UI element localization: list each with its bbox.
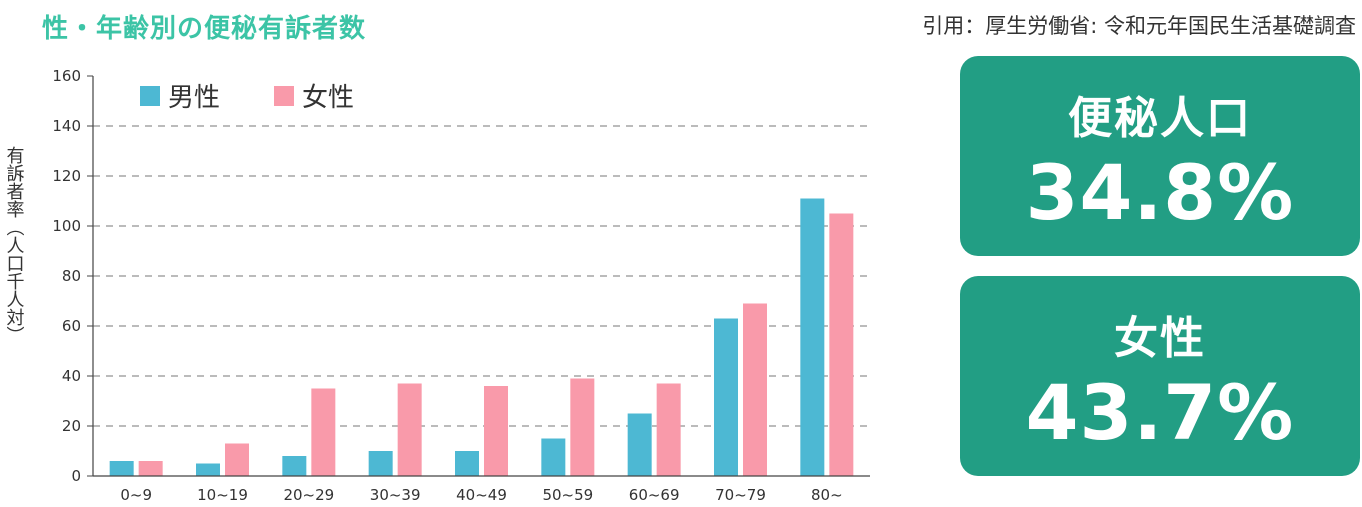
legend-label-male: 男性 [168, 83, 220, 113]
bar-male-3 [368, 451, 393, 476]
bar-female-6 [656, 383, 681, 476]
bar-female-3 [397, 383, 422, 476]
legend-swatch-male [140, 86, 160, 106]
y-tick-label: 40 [62, 367, 81, 385]
stat-card-female: 女性 43.7% [960, 276, 1360, 476]
legend-label-female: 女性 [302, 83, 354, 113]
bar-female-4 [484, 386, 508, 476]
legend-swatch-female [274, 86, 294, 106]
x-axis: 0~9 10~19 20~29 30~39 40~49 50~59 60~69 70~79 80… [93, 475, 870, 504]
y-tick-label: 160 [52, 67, 81, 85]
y-tick-label: 80 [62, 267, 81, 285]
y-axis: 0 20 40 60 80 100 120 140 160 [52, 67, 94, 485]
x-tick-label: 30~39 [370, 486, 421, 504]
bar-male-5 [541, 438, 566, 476]
y-tick-label: 100 [52, 217, 81, 235]
stat-value: 34.8% [1025, 148, 1295, 237]
bar-female-8 [829, 213, 854, 476]
bar-male-2 [282, 456, 307, 476]
x-tick-label: 70~79 [715, 486, 766, 504]
x-tick-label: 0~9 [120, 486, 152, 504]
source-citation: 引用：厚生労働省: 令和元年国民生活基礎調査 [922, 14, 1356, 38]
page-title: 性・年齢別の便秘有訴者数 [42, 14, 367, 44]
legend: 男性 女性 [140, 83, 354, 113]
x-tick-label: 80~ [811, 486, 843, 504]
bar-male-0 [109, 461, 134, 476]
bars [109, 198, 854, 476]
bar-female-1 [225, 443, 249, 476]
bar-female-7 [743, 303, 767, 476]
bar-male-1 [196, 463, 220, 476]
x-tick-label: 40~49 [456, 486, 507, 504]
y-tick-label: 140 [52, 117, 81, 135]
y-tick-label: 20 [62, 417, 81, 435]
x-tick-label: 50~59 [542, 486, 593, 504]
bar-female-2 [311, 388, 336, 476]
y-axis-label: 有訴者率（人口千人対） [4, 146, 25, 344]
bar-male-6 [627, 413, 652, 476]
x-tick-label: 20~29 [283, 486, 334, 504]
bar-chart: 0 20 40 60 80 100 120 140 160 0~9 10~19 20~29 30~39… [4, 67, 870, 504]
stat-label: 女性 [1114, 313, 1206, 364]
stat-card-constipation-population: 便秘人口 34.8% [960, 56, 1360, 256]
y-tick-label: 120 [52, 167, 81, 185]
bar-male-4 [455, 451, 479, 476]
bar-male-8 [800, 198, 825, 476]
x-tick-label: 10~19 [197, 486, 248, 504]
x-tick-label: 60~69 [629, 486, 680, 504]
bar-female-0 [138, 461, 163, 476]
bar-male-7 [714, 318, 738, 476]
stat-value: 43.7% [1025, 368, 1295, 457]
stat-label: 便秘人口 [1068, 93, 1252, 144]
bar-female-5 [570, 378, 595, 476]
y-tick-label: 60 [62, 317, 81, 335]
y-tick-label: 0 [71, 467, 81, 485]
